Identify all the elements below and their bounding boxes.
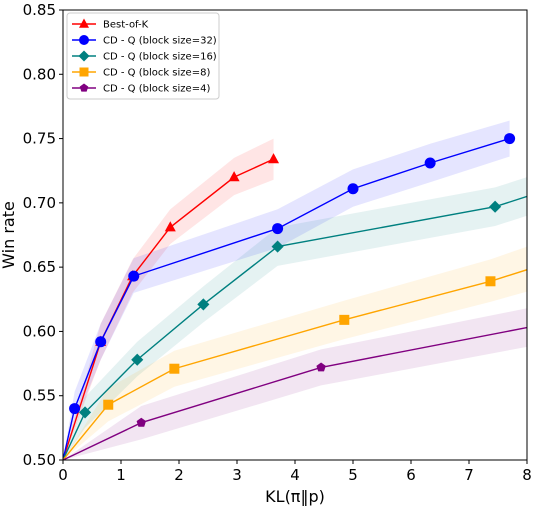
cd-q-block-size-16-point	[271, 240, 284, 253]
y-tick-label: 0.85	[23, 1, 56, 19]
cd-q-block-size-32-band	[63, 120, 510, 460]
legend: Best-of-K CD - Q (block size=32) CD - Q (b…	[66, 12, 220, 100]
cd-q-block-size-8-line	[63, 269, 527, 460]
legend-label: CD - Q (block size=8)	[103, 68, 210, 79]
cd-q-block-size-32-point	[69, 403, 81, 415]
best-of-k-band	[63, 138, 274, 460]
series-markers	[69, 133, 516, 427]
legend-marker	[79, 18, 89, 28]
cd-q-block-size-16-point	[131, 353, 144, 366]
cd-q-block-size-4-point	[136, 417, 147, 427]
x-tick-label: 8	[522, 466, 532, 484]
cd-q-block-size-32-point	[128, 270, 140, 282]
x-axis-ticks: 0 1 2 3 4 5 6 7 8	[58, 460, 532, 484]
x-tick-label: 0	[58, 466, 68, 484]
legend-label: CD - Q (block size=16)	[103, 52, 217, 63]
legend-marker	[79, 67, 89, 77]
cd-q-block-size-16-point	[197, 298, 210, 311]
y-tick-label: 0.80	[23, 65, 56, 83]
cd-q-block-size-8-point	[103, 399, 114, 410]
x-tick-label: 3	[232, 466, 242, 484]
y-tick-label: 0.70	[23, 194, 56, 212]
cd-q-block-size-32-point	[95, 336, 107, 348]
x-tick-label: 1	[116, 466, 126, 484]
cd-q-block-size-8-band	[63, 246, 527, 460]
cd-q-block-size-8-point	[485, 276, 496, 287]
y-tick-label: 0.55	[23, 387, 56, 405]
x-tick-label: 4	[290, 466, 300, 484]
best-of-k-point	[268, 153, 280, 164]
cd-q-block-size-4-point	[316, 362, 326, 372]
y-axis-label: Win rate	[0, 201, 18, 269]
y-tick-label: 0.65	[23, 258, 56, 276]
legend-marker	[78, 50, 90, 62]
cd-q-block-size-16-point	[78, 406, 92, 419]
confidence-bands	[63, 120, 527, 460]
cd-q-block-size-32-point	[424, 157, 436, 169]
legend-box	[66, 12, 220, 100]
cd-q-block-size-4-line	[63, 326, 527, 460]
legend-label: CD - Q (block size=4)	[103, 84, 210, 95]
x-axis-label: KL(π‖p)	[265, 487, 325, 506]
x-tick-label: 2	[174, 466, 184, 484]
legend-marker	[79, 35, 89, 45]
cd-q-block-size-16-band	[63, 177, 527, 460]
y-tick-label: 0.60	[23, 322, 56, 340]
cd-q-block-size-32-point	[347, 183, 359, 195]
cd-q-block-size-8-point	[169, 363, 180, 374]
best-of-k-point	[164, 221, 176, 232]
best-of-k-point	[228, 171, 240, 182]
y-tick-label: 0.50	[23, 451, 56, 469]
cd-q-block-size-32-point	[272, 223, 284, 235]
best-of-k-line	[63, 158, 274, 460]
legend-marker	[79, 83, 89, 92]
x-tick-label: 7	[464, 466, 474, 484]
x-tick-label: 5	[348, 466, 358, 484]
y-axis-ticks: 0.50 0.55 0.60 0.65 0.70 0.75 0.80 0.85	[23, 1, 63, 469]
cd-q-block-size-8-point	[339, 314, 350, 325]
cd-q-block-size-16-point	[489, 200, 502, 213]
y-tick-label: 0.75	[23, 130, 56, 148]
cd-q-block-size-32-line	[63, 137, 510, 460]
cd-q-block-size-32-point	[504, 133, 516, 145]
legend-label: CD - Q (block size=32)	[103, 36, 217, 47]
cd-q-block-size-4-band	[63, 308, 527, 460]
legend-label: Best-of-K	[103, 20, 149, 31]
x-tick-label: 6	[406, 466, 416, 484]
